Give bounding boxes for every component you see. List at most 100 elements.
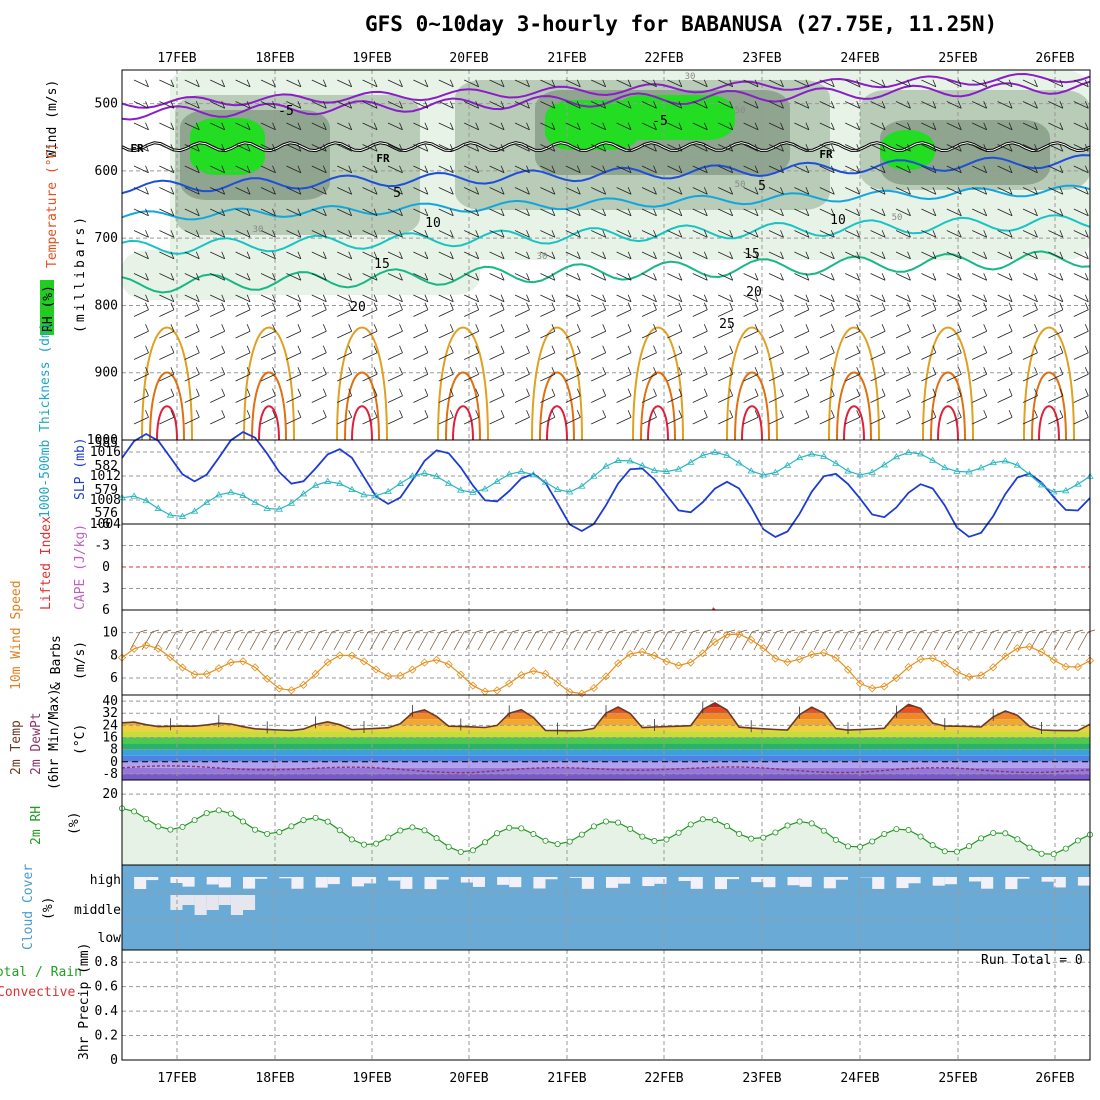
wind-barb-flag — [322, 230, 327, 238]
cloud-gap-high — [545, 877, 558, 880]
wind-barb-flag — [145, 208, 149, 216]
wind-barb — [972, 122, 987, 131]
wind-barb-flag — [246, 324, 251, 332]
wind-barb — [819, 273, 835, 281]
wind-barb — [616, 330, 632, 339]
wind-barb-flag — [322, 294, 327, 302]
wind-barb — [743, 208, 759, 217]
wind-barb — [895, 352, 911, 360]
wind-barb — [565, 273, 581, 281]
wind-barb-flag — [780, 101, 784, 109]
wind-barb-flag — [627, 122, 632, 130]
wind-barb — [591, 416, 606, 425]
wind-barb-flag — [272, 410, 276, 418]
wind-barb-flag — [856, 302, 861, 310]
wind-barb-flag — [322, 324, 327, 332]
wind-barb-10m — [753, 631, 765, 651]
tick-label: 1008 — [90, 493, 121, 508]
wind-speed-marker — [650, 651, 659, 660]
wind-barb — [1048, 187, 1064, 195]
wind-barb-flag — [576, 165, 581, 173]
wind-barb — [489, 79, 505, 88]
wind-barb-flag — [526, 294, 530, 302]
rh-2m-marker — [288, 823, 295, 830]
cloud-gap-high — [255, 877, 268, 879]
wind-barb — [514, 294, 530, 303]
wind-barb-flag — [957, 230, 962, 238]
wind-barb — [1048, 373, 1064, 382]
wind-barb — [514, 395, 530, 403]
wind-barb — [972, 294, 987, 303]
wind-barb-flag — [170, 230, 175, 238]
wind-barb — [362, 395, 378, 403]
wind-barb — [895, 144, 911, 152]
wind-barb-flag — [602, 230, 607, 238]
rh-2m-marker — [1074, 837, 1081, 844]
wind-barb-flag — [246, 367, 251, 375]
wind-speed-marker — [299, 680, 308, 689]
wind-barb-flag — [957, 208, 962, 216]
wind-barb — [337, 187, 352, 195]
wind-barb-flag — [703, 410, 708, 418]
thickness-marker — [783, 461, 792, 468]
rh-2m-marker — [1026, 844, 1033, 851]
wind-barb-flag — [881, 294, 886, 302]
wind-barb — [743, 352, 759, 360]
ylabel-rh-unit: (%) — [67, 812, 82, 835]
wind-barb — [159, 309, 175, 317]
wind-barb-10m — [765, 631, 777, 651]
wind-barb-flag — [145, 294, 149, 302]
wind-barb-10m — [321, 631, 333, 651]
wind-barb — [489, 395, 505, 403]
wind-barb-flag — [399, 324, 403, 332]
wind-barb — [540, 273, 556, 281]
wind-barb — [1073, 122, 1089, 131]
wind-barb-flag — [399, 122, 403, 130]
surface-temperature-contour — [1031, 371, 1067, 441]
wind-barb-10m-flag — [871, 629, 880, 633]
wind-barb-flag — [754, 302, 759, 310]
wind-barb — [768, 79, 784, 88]
wind-barb — [464, 251, 479, 260]
cloud-gap-high — [908, 877, 921, 884]
wind-barb-flag — [551, 165, 556, 173]
surface-temperature-contour — [336, 326, 388, 441]
contour-label: -5 — [652, 114, 668, 129]
wind-barb — [616, 165, 632, 174]
wind-barb — [337, 294, 352, 303]
rh-2m-marker — [252, 826, 259, 833]
wind-barb-flag — [500, 273, 505, 281]
wind-barb-10m — [537, 631, 549, 651]
wind-barb — [667, 309, 683, 317]
wind-barb — [819, 165, 835, 174]
wind-barb-flag — [195, 273, 200, 281]
wind-barb-flag — [373, 208, 378, 216]
wind-speed-marker — [323, 658, 332, 667]
wind-barb — [819, 187, 835, 195]
wind-barb-flag — [1059, 324, 1064, 332]
wind-barb-10m-flag — [715, 629, 724, 633]
wind-barb — [565, 165, 581, 174]
wind-barb-flag — [1084, 187, 1089, 195]
wind-barb-flag — [399, 165, 403, 173]
wind-barb-flag — [653, 345, 657, 353]
wind-barb — [895, 101, 911, 109]
wind-barb-flag — [1008, 345, 1013, 353]
wind-barb-flag — [424, 79, 429, 87]
wind-barb-flag — [1059, 101, 1064, 109]
wind-barb-flag — [627, 230, 632, 238]
wind-barb — [819, 309, 835, 317]
wind-barb-flag — [399, 230, 403, 238]
wind-barb-flag — [678, 101, 683, 109]
wind-barb — [311, 395, 327, 403]
wind-barb-flag — [145, 101, 149, 109]
wind-barb-flag — [399, 294, 403, 302]
wind-speed-marker — [275, 684, 284, 693]
wind-barb-10m — [657, 631, 669, 651]
wind-barb — [895, 187, 911, 195]
wind-barb — [845, 230, 860, 238]
wind-barb-flag — [221, 294, 226, 302]
wind-barb-flag — [348, 367, 353, 375]
wind-barb-flag — [780, 324, 784, 332]
wind-speed-marker — [238, 657, 248, 666]
